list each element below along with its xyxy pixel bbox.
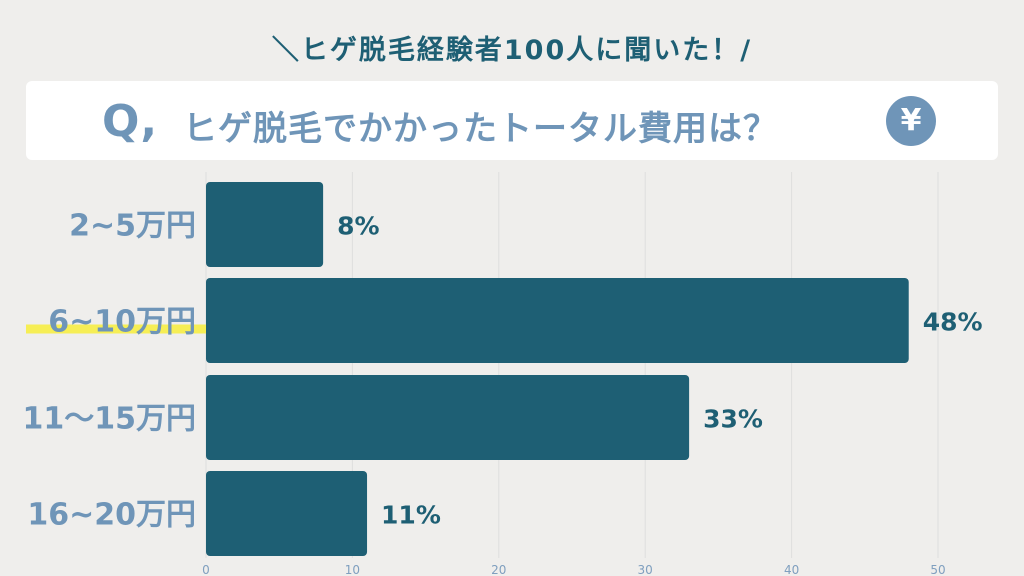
- value-label-3: 11%: [381, 501, 441, 530]
- x-tick-label-4: 40: [784, 563, 799, 576]
- value-label-2: 33%: [703, 405, 763, 434]
- question-card: [26, 81, 998, 160]
- x-tick-label-3: 30: [638, 563, 653, 576]
- bar-1: [206, 278, 909, 363]
- category-highlight: [26, 324, 206, 334]
- x-tick-label-1: 10: [345, 563, 360, 576]
- category-label-3: 16~20万円: [27, 498, 196, 533]
- bar-3: [206, 471, 368, 556]
- bar-0: [206, 182, 324, 267]
- value-label-0: 8%: [337, 212, 379, 241]
- question-text: ヒゲ脱毛でかかったトータル費用は？: [183, 109, 778, 149]
- survey-note: ＼ヒゲ脱毛経験者100人に聞いた！/: [271, 35, 753, 66]
- category-label-2: 11〜15万円: [23, 402, 197, 437]
- x-tick-label-2: 20: [491, 563, 506, 576]
- x-tick-label-0: 0: [202, 563, 210, 576]
- question-mark-label: Q,: [102, 96, 159, 147]
- x-tick-label-5: 50: [930, 563, 945, 576]
- category-label-1: 6~10万円: [48, 305, 196, 340]
- bar-2: [206, 375, 690, 460]
- value-label-1: 48%: [923, 308, 983, 337]
- category-label-0: 2~5万円: [69, 209, 196, 244]
- yen-icon: ¥: [886, 96, 936, 146]
